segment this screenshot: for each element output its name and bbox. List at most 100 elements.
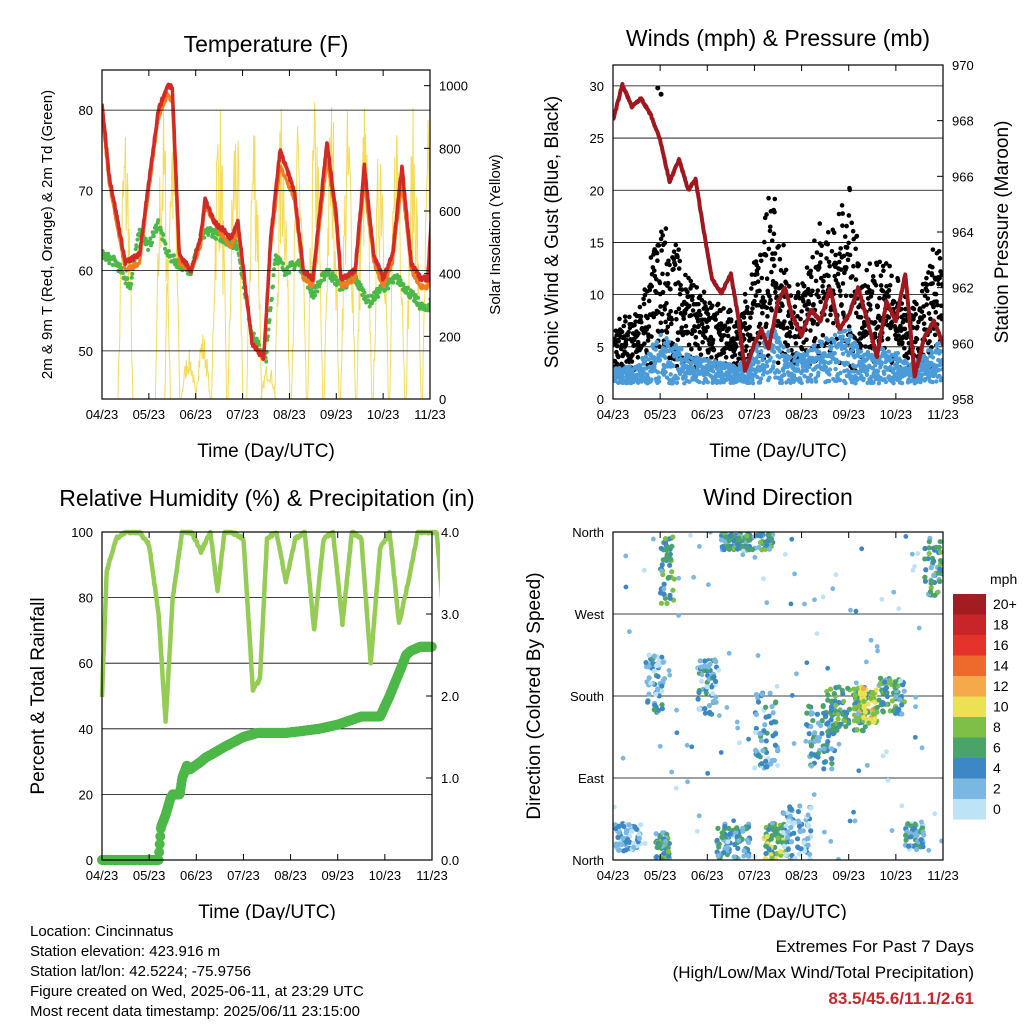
direction-point — [905, 843, 912, 849]
gust-point — [795, 313, 800, 319]
solar-spike — [455, 117, 470, 399]
humidity-series — [97, 529, 440, 865]
direction-point — [660, 677, 666, 683]
direction-point — [666, 853, 672, 859]
direction-point — [979, 580, 984, 585]
gust-point — [841, 253, 847, 259]
gust-point — [838, 293, 843, 298]
gust-point — [616, 339, 621, 344]
gust-point — [772, 251, 778, 256]
gust-point — [721, 350, 727, 355]
gust-point — [826, 273, 831, 279]
gust-point — [683, 272, 688, 278]
wind-point — [663, 369, 668, 375]
gust-point — [728, 317, 734, 322]
gust-point — [668, 321, 674, 327]
direction-point — [808, 805, 814, 811]
gust-point — [785, 342, 791, 348]
wind-point — [837, 377, 843, 383]
gust-point — [748, 315, 753, 321]
x-tick-label: 07/23 — [227, 868, 260, 883]
direction-point — [721, 546, 727, 553]
gust-point — [844, 223, 849, 229]
direction-point — [893, 694, 899, 700]
x-tick-label: 11/23 — [416, 868, 448, 883]
dewpoint-point — [432, 297, 436, 301]
direction-point — [741, 848, 747, 854]
dewpoint-point — [440, 301, 444, 305]
direction-point — [821, 745, 827, 752]
direction-point — [889, 698, 895, 704]
direction-point — [706, 702, 713, 709]
gust-point — [673, 242, 679, 248]
gust-point — [842, 234, 848, 239]
direction-point — [755, 699, 762, 705]
gust-point — [922, 293, 928, 299]
wind-point — [652, 361, 658, 366]
gust-point — [760, 310, 765, 316]
gust-point — [675, 254, 680, 260]
gust-point — [701, 289, 707, 295]
direction-point — [772, 824, 778, 831]
direction-point — [887, 677, 893, 683]
x-tick-label: 09/23 — [321, 868, 354, 883]
direction-point — [753, 711, 759, 718]
direction-point — [811, 792, 817, 798]
wind-point — [807, 364, 812, 370]
wind-point — [828, 360, 833, 365]
gust-point — [690, 293, 695, 299]
direction-point — [774, 683, 780, 689]
gust-point — [873, 282, 879, 288]
gust-point — [651, 268, 657, 273]
wind-point — [812, 342, 817, 348]
direction-point — [813, 753, 819, 759]
dewpoint-point — [474, 300, 478, 304]
dewpoint-point — [471, 300, 475, 304]
gust-point — [718, 321, 724, 326]
wind-point — [852, 340, 858, 345]
gust-point — [743, 299, 748, 304]
wind-point — [764, 363, 770, 369]
gust-point — [933, 291, 939, 297]
dewpoint-point — [322, 277, 327, 282]
gust-point — [655, 258, 660, 264]
direction-point — [760, 748, 766, 754]
direction-point — [797, 803, 803, 809]
direction-point — [821, 759, 827, 765]
dewpoint-point — [129, 282, 134, 287]
direction-point — [625, 837, 631, 843]
gust-point — [815, 321, 820, 327]
gust-point — [698, 312, 703, 318]
x-tick-label: 04/23 — [86, 868, 119, 883]
direction-point — [749, 546, 756, 553]
gust-point — [869, 289, 875, 294]
dewpoint-point — [472, 300, 476, 304]
gust-point — [741, 315, 747, 320]
y2-tick-label: 960 — [952, 336, 974, 351]
gust-point — [933, 310, 939, 315]
gust-point — [669, 317, 675, 322]
wind-point — [625, 380, 631, 386]
direction-point — [655, 673, 661, 680]
dewpoint-point — [119, 265, 124, 270]
direction-point — [651, 668, 657, 674]
direction-point — [756, 752, 762, 758]
x-tick-label: 05/23 — [133, 407, 166, 422]
direction-point — [759, 691, 765, 697]
direction-point — [659, 683, 665, 689]
direction-point — [763, 542, 770, 548]
dewpoint-point — [401, 282, 406, 287]
gust-point — [672, 262, 678, 268]
direction-point — [868, 695, 874, 702]
dewpoint-point — [431, 292, 435, 296]
direction-point — [981, 589, 986, 594]
dewpoint-point — [166, 249, 171, 254]
direction-point — [709, 684, 715, 690]
wind-point — [781, 345, 786, 350]
gust-point — [846, 324, 852, 329]
y2-tick-label: 968 — [952, 114, 974, 129]
dewpoint-point — [461, 343, 465, 347]
dewpoint-point — [266, 327, 271, 332]
gust-point — [659, 248, 664, 253]
direction-point — [835, 711, 841, 717]
